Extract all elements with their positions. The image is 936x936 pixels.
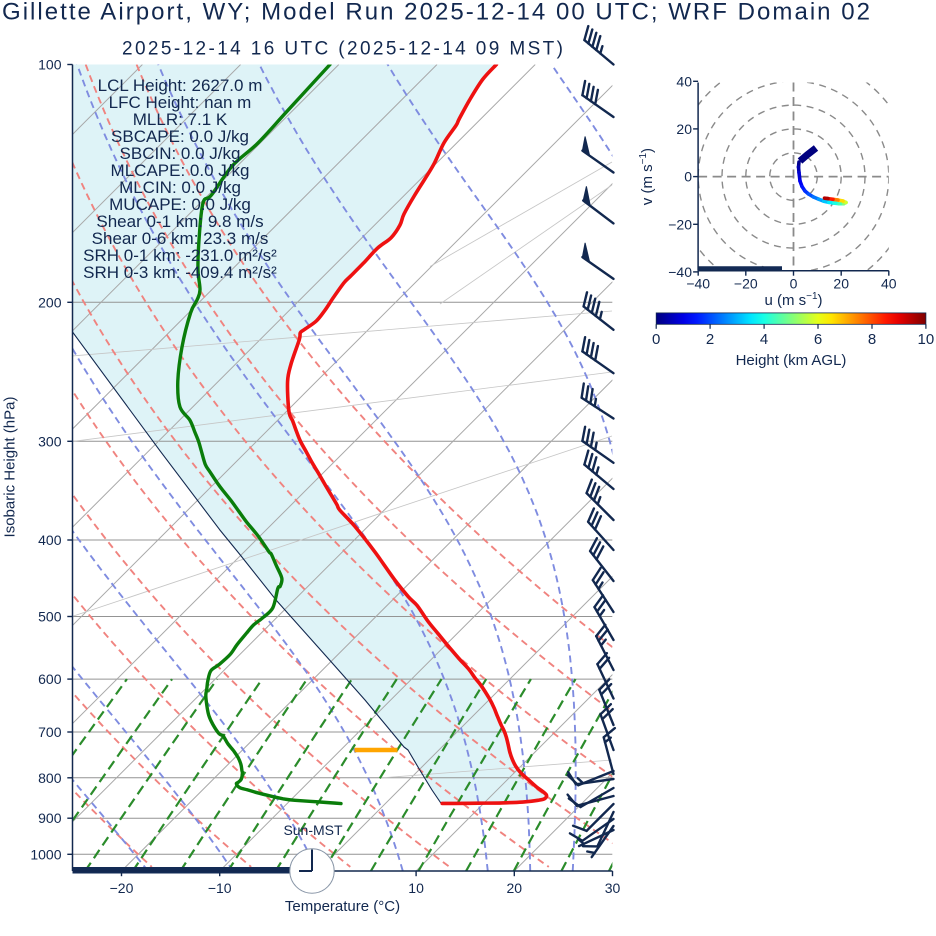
svg-text:SBCIN: 0.0 J/kg: SBCIN: 0.0 J/kg (120, 144, 241, 163)
svg-text:Gillette Airport, WY; Model R: Gillette Airport, WY; Model Run 2025-12-… (2, 0, 870, 26)
svg-text:MLCIN: 0.0 J/kg: MLCIN: 0.0 J/kg (119, 178, 241, 197)
svg-text:100: 100 (38, 57, 62, 73)
svg-text:−40: −40 (668, 264, 692, 280)
svg-text:−20: −20 (110, 880, 134, 896)
svg-text:10: 10 (918, 331, 935, 348)
svg-text:Isobaric Height (hPa): Isobaric Height (hPa) (2, 397, 19, 538)
svg-text:6: 6 (814, 331, 822, 348)
svg-text:0: 0 (684, 169, 692, 185)
svg-text:Shear 0-6 km: 23.3 m/s: Shear 0-6 km: 23.3 m/s (92, 229, 269, 248)
svg-text:Height (km AGL): Height (km AGL) (736, 352, 847, 369)
svg-text:600: 600 (38, 671, 62, 687)
svg-text:LFC Height: nan m: LFC Height: nan m (109, 93, 252, 112)
svg-text:2: 2 (706, 331, 714, 348)
svg-text:Shear 0-1 km: 9.8 m/s: Shear 0-1 km: 9.8 m/s (96, 212, 263, 231)
svg-text:40: 40 (881, 276, 897, 292)
svg-text:MUCAPE: 0.0 J/kg: MUCAPE: 0.0 J/kg (109, 195, 251, 214)
svg-text:MLCAPE: 0.0 J/kg: MLCAPE: 0.0 J/kg (111, 161, 250, 180)
svg-text:SBCAPE: 0.0 J/kg: SBCAPE: 0.0 J/kg (111, 127, 249, 146)
svg-text:10: 10 (408, 880, 424, 896)
svg-text:2025-12-14 16 UTC (2025-12-14: 2025-12-14 16 UTC (2025-12-14 09 MST) (122, 39, 563, 60)
svg-text:LCL Height: 2627.0 m: LCL Height: 2627.0 m (98, 76, 263, 95)
svg-text:SRH 0-1 km: -231.0 m²/s²: SRH 0-1 km: -231.0 m²/s² (83, 246, 277, 265)
svg-text:900: 900 (38, 810, 62, 826)
svg-text:4: 4 (760, 331, 768, 348)
svg-text:0: 0 (652, 331, 660, 348)
svg-text:1000: 1000 (30, 846, 61, 862)
svg-text:20: 20 (676, 121, 692, 137)
svg-text:SRH 0-3 km: -409.4 m²/s²: SRH 0-3 km: -409.4 m²/s² (83, 263, 277, 282)
svg-text:−10: −10 (208, 880, 232, 896)
svg-text:300: 300 (38, 433, 62, 449)
svg-text:20: 20 (507, 880, 523, 896)
svg-text:−20: −20 (668, 216, 692, 232)
svg-text:400: 400 (38, 532, 62, 548)
svg-text:20: 20 (833, 276, 849, 292)
svg-text:Temperature (°C): Temperature (°C) (285, 898, 400, 915)
svg-text:−20: −20 (734, 276, 758, 292)
svg-text:700: 700 (38, 724, 62, 740)
svg-text:0: 0 (790, 276, 798, 292)
svg-text:Sun-MST: Sun-MST (283, 822, 343, 838)
svg-text:8: 8 (868, 331, 876, 348)
svg-text:30: 30 (605, 880, 621, 896)
svg-text:800: 800 (38, 770, 62, 786)
svg-text:MLLR: 7.1 K: MLLR: 7.1 K (133, 110, 228, 129)
svg-text:−40: −40 (686, 276, 710, 292)
svg-text:200: 200 (38, 294, 62, 310)
svg-text:500: 500 (38, 609, 62, 625)
svg-text:40: 40 (676, 73, 692, 89)
